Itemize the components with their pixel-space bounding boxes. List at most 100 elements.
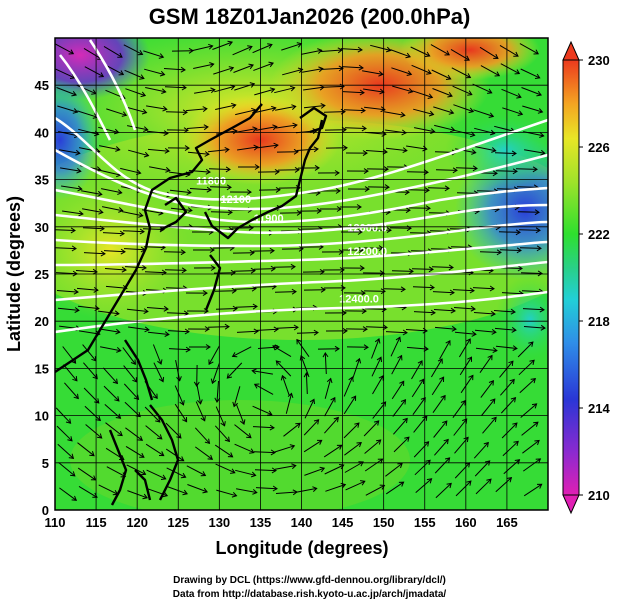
streamline <box>433 420 448 438</box>
streamline <box>383 288 406 290</box>
streamline <box>302 68 323 73</box>
streamline-arrowhead <box>338 65 344 72</box>
streamline <box>256 126 277 131</box>
streamline-arrowhead <box>89 451 95 457</box>
streamline <box>362 70 383 75</box>
streamline <box>385 481 404 495</box>
streamline-arrowhead <box>204 438 211 444</box>
streamline <box>456 192 479 194</box>
streamline-arrowhead <box>117 52 123 58</box>
streamline-arrowhead <box>179 400 185 406</box>
y-tick-label: 35 <box>35 173 49 188</box>
streamline <box>105 285 127 289</box>
streamline <box>519 378 536 394</box>
streamline-arrowhead <box>182 109 188 116</box>
streamline-arrowhead <box>314 164 320 171</box>
streamline-arrowhead <box>336 444 343 450</box>
streamline-arrowhead <box>97 190 103 197</box>
streamline <box>432 395 446 413</box>
streamline-arrowhead <box>291 463 297 470</box>
streamline <box>213 67 234 75</box>
streamline-arrowhead <box>137 435 144 441</box>
streamline-arrowhead <box>293 148 299 155</box>
streamline <box>85 424 103 439</box>
streamline <box>520 68 540 79</box>
streamline <box>252 250 275 252</box>
streamline <box>274 87 295 94</box>
streamline-arrowhead <box>181 267 187 274</box>
streamline-arrowhead <box>249 82 256 88</box>
streamline <box>209 186 232 188</box>
streamline-arrowhead <box>471 149 477 155</box>
streamline <box>411 268 434 270</box>
streamline-arrowhead <box>92 268 98 275</box>
streamline-arrowhead <box>115 146 121 152</box>
streamline <box>321 67 344 70</box>
streamline-arrowhead <box>231 287 237 294</box>
streamline <box>519 247 542 249</box>
streamline-arrowhead <box>508 360 514 366</box>
streamline-arrowhead <box>291 104 297 110</box>
streamline <box>253 62 274 71</box>
streamline <box>323 444 342 458</box>
streamline <box>502 441 519 457</box>
streamline-arrowhead <box>450 307 456 314</box>
streamline-arrowhead <box>251 285 257 292</box>
colorbar: 230 226 222 218 214 210 <box>562 40 610 515</box>
streamline-arrowhead <box>320 103 326 109</box>
streamline <box>285 393 292 414</box>
streamline <box>393 436 410 453</box>
streamline <box>163 251 186 253</box>
streamline-arrowhead <box>510 396 517 403</box>
streamline <box>145 425 163 440</box>
streamline <box>324 397 336 417</box>
streamline <box>499 249 522 251</box>
streamline-arrowhead <box>68 453 75 460</box>
streamline <box>385 463 403 477</box>
streamline <box>123 248 146 251</box>
streamline <box>214 85 235 93</box>
streamline-arrowhead <box>267 410 273 416</box>
streamline <box>194 427 210 444</box>
streamline-arrowhead <box>268 61 274 68</box>
streamline-arrowhead <box>90 475 97 481</box>
streamline-arrowhead <box>466 480 472 486</box>
streamline <box>255 487 278 490</box>
streamline-arrowhead <box>251 368 257 375</box>
streamline-arrowhead <box>120 248 126 255</box>
streamline-arrowhead <box>164 331 170 337</box>
streamline <box>364 106 385 111</box>
streamline-arrowhead <box>404 189 410 196</box>
streamline-arrowhead <box>71 90 77 97</box>
streamline-arrowhead <box>384 184 390 191</box>
y-tick-label: 40 <box>35 125 49 140</box>
streamline-arrowhead <box>295 422 301 428</box>
streamline-arrowhead <box>491 416 497 423</box>
streamline <box>62 210 83 215</box>
streamline-arrowhead <box>496 249 502 256</box>
streamline <box>303 105 325 109</box>
streamline-arrowhead <box>449 289 455 296</box>
streamline-arrowhead <box>378 245 384 252</box>
x-tick-label: 165 <box>496 515 518 530</box>
streamline <box>103 45 123 58</box>
streamline-arrowhead <box>164 148 170 154</box>
streamline-arrowhead <box>98 72 105 78</box>
streamline <box>146 469 166 480</box>
streamline <box>393 418 408 435</box>
streamline <box>451 67 471 78</box>
streamline-arrowhead <box>339 267 345 273</box>
streamline <box>252 405 273 416</box>
streamline <box>498 231 521 233</box>
streamline-arrowhead <box>535 227 541 234</box>
streamline-arrowhead <box>227 452 234 458</box>
streamline-arrowhead <box>272 485 278 492</box>
streamline-arrowhead <box>205 168 211 175</box>
streamline <box>98 310 119 315</box>
streamline-arrowhead <box>92 373 98 380</box>
streamline-arrowhead <box>158 376 165 383</box>
streamline-arrowhead <box>493 53 499 59</box>
streamline <box>522 105 543 113</box>
streamline-arrowhead <box>319 466 326 473</box>
streamline-arrowhead <box>249 249 255 256</box>
